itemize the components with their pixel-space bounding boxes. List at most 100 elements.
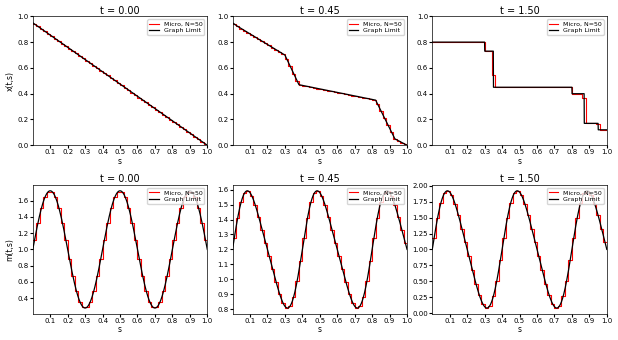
Micro, N=50 <box>203 238 211 242</box>
Graph Limit <box>109 200 117 204</box>
Micro, N=50 <box>589 121 596 125</box>
Graph Limit <box>198 140 206 144</box>
Micro, N=50 <box>200 142 208 146</box>
X-axis label: s: s <box>118 325 122 335</box>
Micro, N=50 <box>393 203 400 207</box>
Graph Limit <box>598 128 606 132</box>
Title: t = 0.00: t = 0.00 <box>100 5 140 16</box>
Title: t = 0.00: t = 0.00 <box>100 174 140 184</box>
X-axis label: s: s <box>318 325 322 335</box>
Micro, N=50 <box>596 226 604 231</box>
Micro, N=50 <box>519 202 527 206</box>
Micro, N=50 <box>271 280 278 284</box>
Graph Limit <box>399 228 406 233</box>
Graph Limit <box>595 128 602 132</box>
X-axis label: s: s <box>118 157 122 166</box>
Micro, N=50 <box>464 254 471 258</box>
Graph Limit <box>383 189 391 193</box>
Micro, N=50 <box>64 44 71 48</box>
Graph Limit <box>309 194 316 198</box>
Graph Limit <box>38 27 45 31</box>
Micro, N=50 <box>197 221 204 225</box>
Micro, N=50 <box>133 93 141 97</box>
Title: t = 1.50: t = 1.50 <box>500 5 540 16</box>
Micro, N=50 <box>464 40 471 44</box>
Micro, N=50 <box>393 139 400 143</box>
Micro, N=50 <box>29 238 36 242</box>
Graph Limit <box>483 306 491 310</box>
Micro, N=50 <box>400 142 407 147</box>
Graph Limit <box>566 260 574 265</box>
Graph Limit <box>598 228 606 232</box>
Micro, N=50 <box>603 128 611 132</box>
Legend: Micro, N=50, Graph Limit: Micro, N=50, Graph Limit <box>147 19 204 35</box>
Graph Limit <box>284 306 291 310</box>
Micro, N=50 <box>593 122 600 126</box>
Graph Limit <box>238 27 245 31</box>
Micro, N=50 <box>137 257 145 261</box>
Graph Limit <box>167 258 174 262</box>
Graph Limit <box>583 189 591 193</box>
Graph Limit <box>366 97 374 101</box>
Micro, N=50 <box>229 236 236 240</box>
Title: t = 1.50: t = 1.50 <box>500 174 540 184</box>
Line: Graph Limit: Graph Limit <box>432 42 607 130</box>
Legend: Micro, N=50, Graph Limit: Micro, N=50, Graph Limit <box>547 188 604 204</box>
Graph Limit <box>314 86 321 90</box>
Micro, N=50 <box>320 87 327 91</box>
Graph Limit <box>114 80 121 84</box>
Graph Limit <box>309 85 316 89</box>
Graph Limit <box>404 248 411 252</box>
Graph Limit <box>29 248 36 252</box>
Graph Limit <box>238 199 245 203</box>
Title: t = 0.45: t = 0.45 <box>300 174 340 184</box>
Micro, N=50 <box>29 22 36 26</box>
Line: Micro, N=50: Micro, N=50 <box>432 191 607 308</box>
Micro, N=50 <box>43 189 51 193</box>
Micro, N=50 <box>593 202 600 206</box>
Line: Graph Limit: Graph Limit <box>33 23 207 145</box>
Graph Limit <box>509 195 516 199</box>
Micro, N=50 <box>470 282 478 286</box>
Graph Limit <box>438 40 445 44</box>
Graph Limit <box>109 77 117 81</box>
Graph Limit <box>203 143 211 147</box>
Micro, N=50 <box>389 130 397 134</box>
Line: Micro, N=50: Micro, N=50 <box>232 191 407 308</box>
Y-axis label: m(t,s): m(t,s) <box>6 238 15 261</box>
Graph Limit <box>603 128 611 132</box>
Micro, N=50 <box>243 189 250 193</box>
Line: Graph Limit: Graph Limit <box>432 191 607 308</box>
Line: Micro, N=50: Micro, N=50 <box>33 191 207 307</box>
Graph Limit <box>366 261 374 265</box>
Graph Limit <box>398 140 405 144</box>
Graph Limit <box>428 40 436 44</box>
Graph Limit <box>38 205 45 209</box>
Graph Limit <box>566 85 574 89</box>
Micro, N=50 <box>271 46 278 50</box>
X-axis label: s: s <box>318 157 322 166</box>
Micro, N=50 <box>334 254 341 258</box>
Micro, N=50 <box>603 240 611 244</box>
Y-axis label: x(t,s): x(t,s) <box>6 71 15 91</box>
Micro, N=50 <box>193 195 200 199</box>
Micro, N=50 <box>533 254 541 258</box>
Micro, N=50 <box>519 85 527 89</box>
Legend: Micro, N=50, Graph Limit: Micro, N=50, Graph Limit <box>347 188 404 204</box>
Graph Limit <box>229 21 236 25</box>
Micro, N=50 <box>442 189 450 193</box>
Graph Limit <box>514 85 521 89</box>
Graph Limit <box>199 222 206 226</box>
Micro, N=50 <box>264 254 271 258</box>
Graph Limit <box>428 248 436 252</box>
Micro, N=50 <box>428 236 436 240</box>
Legend: Micro, N=50, Graph Limit: Micro, N=50, Graph Limit <box>547 19 604 35</box>
Micro, N=50 <box>404 142 411 147</box>
Graph Limit <box>404 143 411 147</box>
Micro, N=50 <box>190 132 197 136</box>
Micro, N=50 <box>71 289 78 293</box>
Graph Limit <box>514 189 521 193</box>
Graph Limit <box>598 227 606 232</box>
Line: Micro, N=50: Micro, N=50 <box>232 24 407 144</box>
Micro, N=50 <box>264 41 271 46</box>
